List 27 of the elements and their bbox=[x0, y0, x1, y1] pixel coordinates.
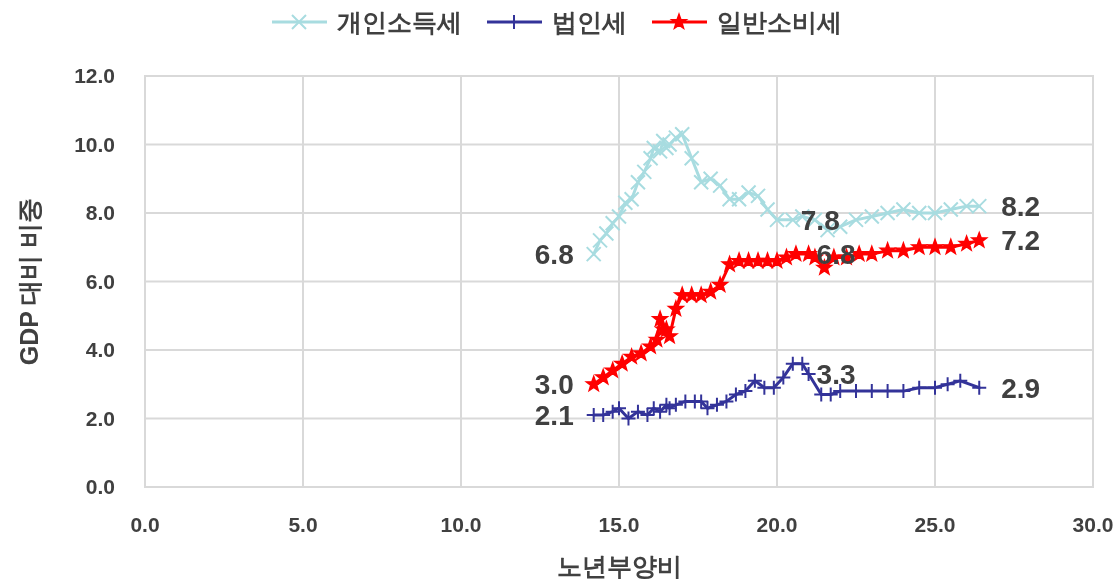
legend-label: 개인소득세 bbox=[337, 8, 462, 36]
y-axis-title: GDP 대비 비중 bbox=[15, 197, 43, 366]
legend-label: 법인세 bbox=[552, 8, 627, 36]
y-tick-label: 12.0 bbox=[74, 64, 115, 87]
data-label: 7.2 bbox=[1001, 225, 1041, 257]
y-tick-label: 4.0 bbox=[85, 338, 115, 361]
x-tick-label: 30.0 bbox=[1072, 513, 1114, 536]
x-tick-label: 0.0 bbox=[130, 513, 160, 536]
data-label: 2.1 bbox=[534, 400, 574, 432]
y-tick-label: 0.0 bbox=[85, 475, 115, 498]
y-tick-label: 8.0 bbox=[85, 201, 115, 224]
x-tick-label: 25.0 bbox=[914, 513, 956, 536]
y-tick-label: 10.0 bbox=[74, 132, 115, 156]
data-label: 3.3 bbox=[816, 358, 856, 390]
x-tick-label: 20.0 bbox=[756, 513, 798, 536]
x-tick-label: 5.0 bbox=[288, 513, 318, 536]
x-tick-label: 10.0 bbox=[440, 513, 482, 536]
x-axis-title: 노년부양비 bbox=[556, 552, 682, 580]
data-label: 6.8 bbox=[534, 239, 574, 271]
y-tick-label: 6.0 bbox=[85, 269, 115, 293]
x-tick-label: 15.0 bbox=[598, 513, 640, 536]
data-label: 3.0 bbox=[534, 369, 574, 401]
y-tick-label: 2.0 bbox=[85, 406, 115, 430]
data-label: 7.8 bbox=[800, 204, 840, 236]
data-label: 2.9 bbox=[1001, 372, 1041, 404]
legend-label: 일반소비세 bbox=[717, 8, 842, 36]
data-label: 8.2 bbox=[1001, 191, 1041, 223]
